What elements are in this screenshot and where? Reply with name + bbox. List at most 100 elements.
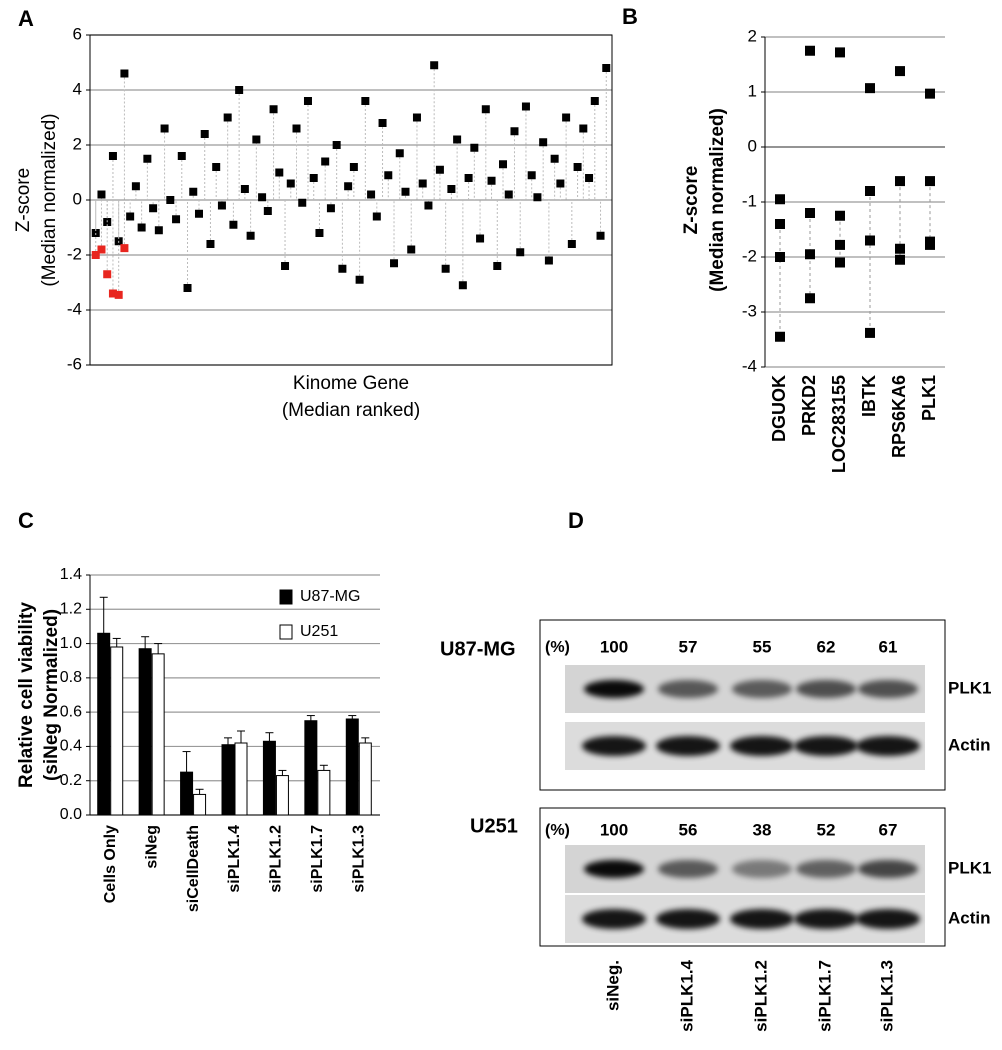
point <box>395 149 404 158</box>
point <box>246 231 255 240</box>
blot-frame <box>539 619 946 791</box>
bar <box>345 718 359 816</box>
y-tick-label: -2 <box>67 244 82 263</box>
point <box>865 186 875 196</box>
band-label: Actin <box>948 735 991 754</box>
lane-label: siPLK1.4 <box>677 959 696 1031</box>
point <box>895 176 905 187</box>
bar <box>358 742 372 816</box>
point <box>567 240 576 248</box>
point <box>590 97 599 105</box>
bar <box>97 632 111 816</box>
point <box>97 190 106 199</box>
percentage: 57 <box>679 637 698 656</box>
x-tick-label: siPLK1.7 <box>309 825 326 893</box>
bar <box>180 771 194 816</box>
band-label: Actin <box>948 908 991 927</box>
point <box>235 86 244 94</box>
x-tick-label: siPLK1.4 <box>226 825 243 893</box>
point <box>367 190 376 199</box>
point <box>108 152 117 160</box>
point <box>481 105 490 114</box>
point <box>865 83 875 94</box>
percentage: 100 <box>600 820 628 839</box>
point <box>579 124 588 133</box>
y-tick-label: -6 <box>67 354 82 373</box>
point <box>183 284 192 292</box>
panel-label: B <box>622 4 638 29</box>
point <box>925 176 935 187</box>
x-tick-label: RPS6KA6 <box>889 375 909 458</box>
point <box>206 240 215 248</box>
point <box>470 143 479 152</box>
panel-label: C <box>18 508 34 533</box>
band <box>856 909 920 929</box>
point <box>412 113 421 122</box>
band <box>796 680 856 698</box>
point <box>137 223 146 232</box>
point <box>499 160 508 169</box>
point <box>229 220 238 229</box>
point <box>493 262 502 270</box>
x-tick-label: siPLK1.2 <box>268 825 285 893</box>
point <box>775 252 785 262</box>
point <box>355 275 364 284</box>
band <box>658 860 718 878</box>
band <box>858 860 918 878</box>
y-tick-label: 1.2 <box>60 601 82 618</box>
band <box>794 736 858 756</box>
point <box>805 208 815 218</box>
panel-label: D <box>568 508 584 533</box>
point <box>585 174 594 182</box>
point <box>544 256 553 265</box>
bar <box>234 742 248 816</box>
unit-label: (%) <box>545 822 570 839</box>
band <box>656 736 720 756</box>
point <box>166 196 175 204</box>
band <box>796 860 856 878</box>
point <box>510 127 519 136</box>
point <box>925 88 935 99</box>
y-tick-label: 0.4 <box>60 738 82 755</box>
point <box>326 204 335 213</box>
y-tick-label: 0 <box>748 136 757 155</box>
percentage: 62 <box>817 637 836 656</box>
point <box>476 234 485 243</box>
point <box>401 187 410 196</box>
point <box>252 135 261 144</box>
point <box>149 204 158 213</box>
lane-label: siPLK1.2 <box>751 960 770 1032</box>
x-axis-label: Kinome Gene <box>293 373 409 394</box>
point <box>596 231 605 240</box>
bar <box>275 775 289 816</box>
point <box>120 244 129 253</box>
y-tick-label: 0.6 <box>60 703 82 720</box>
band-label: PLK1 <box>948 858 991 877</box>
band <box>730 909 794 929</box>
point <box>835 239 845 250</box>
point <box>349 163 358 171</box>
band <box>582 736 646 756</box>
percentage: 56 <box>679 820 698 839</box>
lane-label: siPLK1.3 <box>877 960 896 1032</box>
point <box>865 235 875 246</box>
y-tick-label: 0.0 <box>60 806 82 823</box>
point <box>120 69 129 78</box>
legend-swatch <box>279 624 293 640</box>
point <box>895 254 905 265</box>
point <box>539 138 548 147</box>
point <box>805 45 815 56</box>
y-tick-label: 0.8 <box>60 669 82 686</box>
y-axis-label: (Median normalized) <box>39 113 60 286</box>
point <box>865 327 875 338</box>
point <box>223 113 232 122</box>
legend-label: U87-MG <box>300 588 360 605</box>
y-axis-label: (Median normalized) <box>707 108 728 292</box>
bar <box>262 740 276 816</box>
point <box>533 193 542 202</box>
y-tick-label: 0 <box>73 189 82 208</box>
x-tick-label: Cells Only <box>102 825 119 903</box>
x-tick-label: PRKD2 <box>799 375 819 436</box>
band <box>584 860 644 878</box>
point <box>286 179 295 188</box>
